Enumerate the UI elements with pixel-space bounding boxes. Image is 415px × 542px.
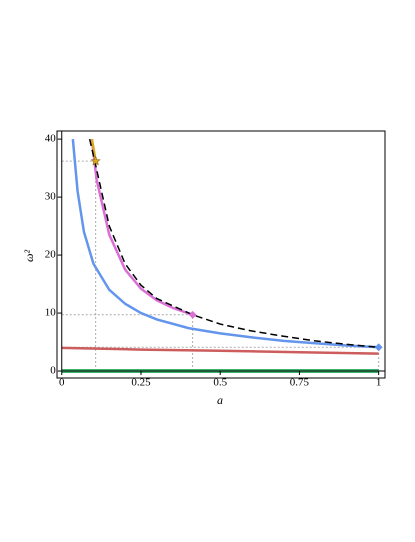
curve: [71, 139, 379, 349]
marker: [374, 343, 383, 352]
x-tick-label: 0.75: [290, 377, 310, 389]
x-tick-label: 0.5: [213, 377, 227, 389]
curve: [88, 138, 379, 349]
curve: [61, 346, 379, 355]
marker: [90, 155, 101, 166]
guides: [61, 160, 380, 372]
x-tick-label: 0: [59, 377, 65, 389]
plot-frame: [56, 130, 386, 379]
y-tick-label: 20: [45, 249, 57, 261]
y-tick-label: 30: [45, 191, 57, 203]
marker: [188, 310, 197, 319]
y-tick-label: 0: [50, 365, 56, 377]
y-tick-label: 40: [45, 133, 57, 145]
y-axis-label: ω²: [22, 250, 36, 262]
x-axis-label: a: [217, 393, 223, 407]
x-tick-label: 1: [376, 377, 382, 389]
curve: [90, 138, 97, 162]
y-tick-label: 10: [45, 307, 57, 319]
curves: [61, 138, 379, 374]
x-tick-label: 0.25: [131, 377, 151, 389]
curve: [90, 138, 194, 316]
